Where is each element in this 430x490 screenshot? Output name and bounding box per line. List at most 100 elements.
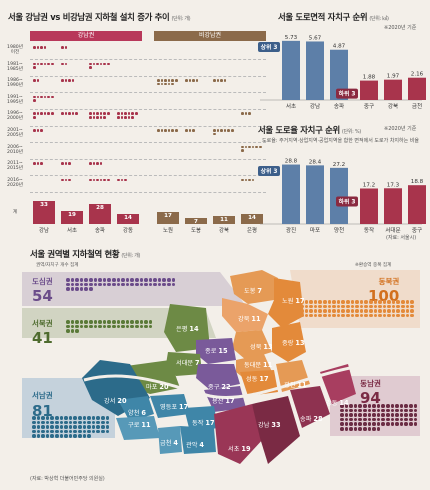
region-station-dot — [77, 425, 82, 429]
station-dot — [92, 162, 96, 165]
bar-value: 18.8 — [411, 179, 424, 185]
row-divider — [30, 125, 266, 127]
region-station-dot — [399, 408, 404, 413]
region-station-dot — [344, 426, 349, 431]
region-station-dot — [349, 422, 353, 426]
station-dot — [248, 145, 251, 149]
region-station-dot — [322, 304, 327, 309]
bar — [384, 188, 402, 224]
road-area-title: 서울 도로면적 자치구 순위 (단위: ㎢) — [278, 12, 389, 22]
station-dot — [188, 129, 192, 132]
gangbuk-dot-cell — [185, 129, 207, 132]
period-label: 2001~ 2005년 — [7, 128, 23, 138]
row-divider — [30, 191, 266, 193]
region-station-dot — [376, 404, 381, 408]
station-dot — [223, 79, 227, 82]
gangbuk-col-name: 은평 — [247, 228, 257, 235]
region-station-dot — [382, 304, 387, 309]
station-dot — [230, 129, 234, 132]
district-count: 13 — [295, 339, 305, 347]
region-station-dot — [41, 425, 45, 429]
station-dot — [117, 112, 120, 115]
district-count: 7 — [195, 359, 200, 367]
region-station-dot — [75, 324, 79, 329]
region-station-dot — [399, 413, 404, 417]
gangbuk-dot-cell — [157, 79, 179, 86]
region-station-dot — [111, 278, 116, 282]
region-station-dot — [401, 309, 405, 313]
period-label: 2006~ 2010년 — [7, 144, 23, 155]
region-station-dot — [355, 304, 359, 309]
region-station-dot — [32, 420, 36, 425]
station-dot — [50, 112, 54, 115]
period-label: 1980년 이전 — [7, 45, 23, 55]
bar-category: 양천 — [334, 226, 344, 234]
gangnam-dot-cell — [33, 46, 55, 49]
gangnam-dot-cell — [61, 46, 83, 49]
road-ratio-subtitle: 도로율: 주거지역·상업지역·공업지역을 합한 면적에서 도로가 차지하는 비율 — [262, 138, 420, 144]
region-station-dot — [91, 425, 96, 429]
row-divider — [30, 92, 266, 94]
district-name: 서초 — [228, 446, 242, 453]
region-station-dot — [121, 320, 125, 324]
region-station-dot — [59, 425, 64, 429]
station-dot — [36, 112, 40, 115]
station-dot — [244, 145, 248, 149]
station-dot — [171, 82, 174, 86]
station-dot — [134, 112, 138, 115]
station-dot — [167, 82, 171, 86]
gangbuk-dot-cell — [241, 145, 263, 152]
region-station-dot — [382, 313, 387, 318]
region-station-dot — [75, 320, 79, 324]
region-station-dot — [410, 300, 414, 304]
region-station-dot — [395, 413, 399, 417]
station-dot — [92, 178, 96, 182]
station-dot — [40, 62, 43, 66]
region-station-dot — [368, 300, 373, 304]
region-station-dot — [408, 413, 413, 417]
region-station-dot — [77, 429, 82, 434]
station-dot — [160, 129, 164, 132]
gangnam-dot-cell — [89, 162, 111, 165]
gangnam-dot-cell — [33, 162, 55, 165]
station-dot — [33, 115, 36, 119]
station-dot — [61, 112, 64, 115]
gangbuk-total-bar — [185, 218, 207, 225]
region-station-dot — [45, 416, 50, 420]
district-name: 금천 — [160, 440, 174, 447]
gangnam-dot-cell — [89, 62, 111, 69]
region-station-dot — [396, 309, 401, 313]
district-name: 종로 — [205, 348, 219, 355]
region-station-dot — [309, 304, 313, 309]
left-chart-title: 서울 강남권 vs 비강남권 지하철 설치 증가 추이 (단위: 개) — [8, 12, 191, 22]
region-station-dot — [387, 313, 391, 318]
district-count: 14 — [339, 399, 349, 407]
station-dot — [171, 129, 174, 132]
map-note-left: 권역/자치구 개수 집계 — [36, 263, 79, 268]
region-station-dot — [73, 434, 77, 438]
station-dot — [120, 178, 124, 182]
district-name: 강북 — [238, 316, 252, 323]
district-label-19: 금천 4 — [160, 438, 178, 447]
station-dot — [89, 115, 92, 119]
station-dot — [33, 112, 36, 115]
southwest-dots — [32, 416, 112, 438]
row-divider — [30, 75, 266, 77]
gangnam-total-value: 33 — [40, 201, 48, 208]
region-station-dot — [332, 313, 336, 318]
station-dot — [157, 82, 160, 86]
bar-category: 강북 — [388, 103, 398, 110]
region-station-dot — [345, 313, 350, 318]
district-name: 중구 — [208, 384, 222, 391]
gangbuk-dot-cell — [241, 178, 263, 182]
region-station-dot — [390, 417, 395, 422]
bar — [282, 40, 300, 100]
region-station-dot — [364, 313, 368, 318]
region-station-dot — [139, 282, 144, 287]
region-station-dot — [130, 324, 134, 329]
region-station-dot — [41, 429, 45, 434]
region-southwest: 서남권 81 — [32, 391, 53, 420]
station-dot — [241, 149, 244, 152]
region-station-dot — [82, 416, 87, 420]
gangnam-dot-cell — [61, 62, 83, 66]
